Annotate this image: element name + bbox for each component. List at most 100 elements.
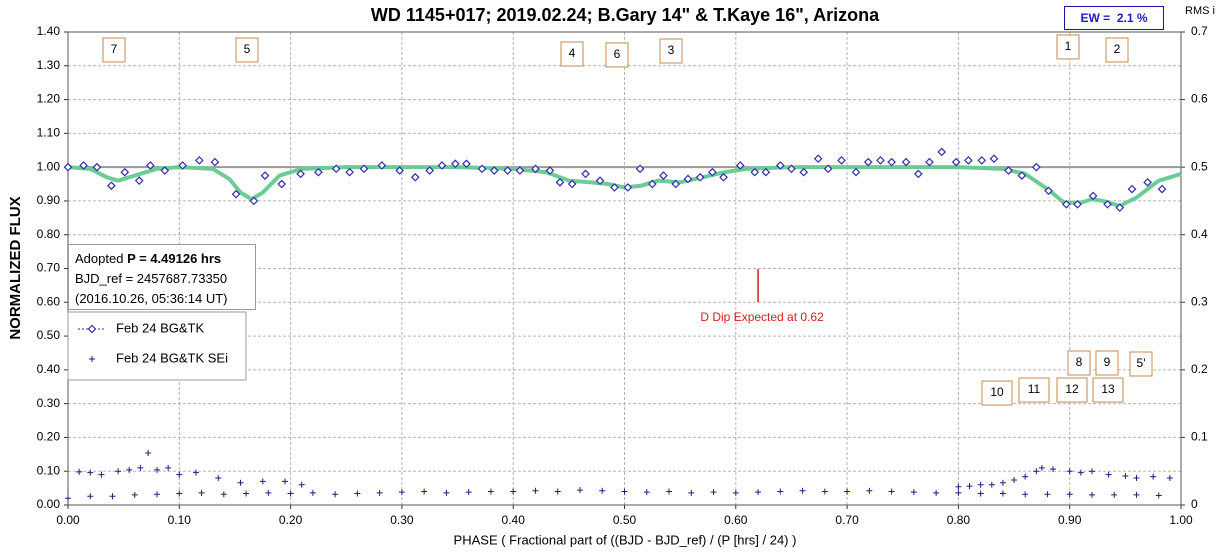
data-point bbox=[79, 161, 88, 170]
y-tick-label: 0.90 bbox=[37, 193, 61, 207]
data-point bbox=[989, 154, 999, 164]
data-point bbox=[1143, 177, 1152, 187]
annotation-box bbox=[1067, 350, 1091, 376]
data-point bbox=[137, 464, 144, 471]
data-point bbox=[210, 157, 220, 167]
data-point bbox=[1022, 491, 1029, 498]
data-point bbox=[92, 162, 102, 172]
data-point bbox=[398, 489, 405, 496]
legend-marker bbox=[89, 356, 95, 362]
data-point bbox=[750, 167, 760, 177]
annotation-box bbox=[235, 37, 259, 63]
x-tick-label: 0.10 bbox=[168, 513, 192, 527]
data-point bbox=[823, 164, 833, 174]
data-point bbox=[1127, 184, 1137, 194]
y2-tick-label: 0.7 bbox=[1191, 24, 1208, 38]
dip-label: D Dip Expected at 0.62 bbox=[700, 310, 824, 324]
data-point bbox=[120, 167, 130, 177]
data-point bbox=[710, 489, 717, 496]
legend: Feb 24 BG&TK Feb 24 BG&TK SEi bbox=[67, 311, 247, 381]
data-point bbox=[231, 189, 241, 199]
data-point bbox=[999, 490, 1006, 497]
y-tick-label: 0.00 bbox=[37, 497, 61, 511]
data-point bbox=[87, 469, 94, 476]
data-point bbox=[510, 488, 517, 495]
data-point bbox=[1033, 468, 1040, 475]
data-point bbox=[178, 161, 187, 170]
chart-title: WD 1145+017; 2019.02.24; B.Gary 14" & T.… bbox=[371, 5, 880, 25]
data-point bbox=[799, 167, 809, 177]
data-point bbox=[966, 483, 973, 490]
data-point bbox=[314, 167, 323, 177]
data-point bbox=[165, 464, 172, 471]
y-tick-label: 1.10 bbox=[37, 126, 61, 140]
data-point bbox=[901, 157, 911, 167]
data-point bbox=[951, 157, 961, 167]
x-tick-label: 0.70 bbox=[835, 513, 859, 527]
legend-label: Feb 24 BG&TK bbox=[116, 320, 204, 335]
data-point bbox=[1133, 474, 1140, 481]
data-point bbox=[610, 183, 619, 192]
legend-frame bbox=[67, 311, 247, 381]
data-point bbox=[1088, 491, 1095, 498]
data-point bbox=[243, 490, 250, 497]
data-point bbox=[1073, 199, 1082, 209]
data-point bbox=[1088, 468, 1095, 475]
data-point bbox=[621, 488, 628, 495]
y-tick-label: 0.70 bbox=[37, 261, 61, 275]
data-point bbox=[688, 489, 695, 496]
data-point bbox=[531, 164, 540, 174]
data-point bbox=[595, 176, 605, 186]
x-tick-label: 0.20 bbox=[279, 513, 303, 527]
data-point bbox=[666, 488, 673, 495]
data-point bbox=[87, 493, 94, 500]
data-point bbox=[309, 489, 316, 496]
annotation-box bbox=[560, 41, 584, 67]
x-tick-label: 0.00 bbox=[56, 513, 80, 527]
data-point bbox=[259, 478, 266, 485]
data-point bbox=[377, 161, 387, 170]
data-point bbox=[1022, 473, 1029, 480]
y2-tick-label: 0.4 bbox=[1191, 227, 1208, 241]
data-point bbox=[443, 489, 450, 496]
x-tick-label: 1.00 bbox=[1169, 513, 1193, 527]
data-point bbox=[532, 487, 539, 494]
info-prefix: Adopted bbox=[75, 251, 124, 266]
y2-tick-label: 0.5 bbox=[1191, 159, 1208, 173]
annotation-box bbox=[102, 37, 126, 63]
annotation-label: 8 bbox=[1076, 355, 1083, 369]
data-point bbox=[421, 488, 428, 495]
data-point bbox=[437, 161, 447, 170]
data-point bbox=[489, 166, 499, 175]
annotation-label: 5 bbox=[244, 42, 251, 56]
data-point bbox=[282, 478, 289, 485]
data-point bbox=[1066, 491, 1073, 498]
data-point bbox=[220, 491, 227, 498]
data-point bbox=[913, 169, 923, 179]
data-point bbox=[146, 161, 155, 170]
data-point bbox=[145, 449, 152, 456]
data-point bbox=[576, 487, 583, 494]
data-point bbox=[376, 489, 383, 496]
data-point bbox=[76, 468, 83, 475]
data-point bbox=[277, 179, 287, 189]
y-axis-label: NORMALIZED FLUX bbox=[7, 196, 24, 339]
data-point bbox=[1155, 492, 1162, 499]
annotation-label: 12 bbox=[1065, 382, 1079, 396]
data-point bbox=[787, 164, 796, 174]
data-point bbox=[1166, 474, 1173, 481]
data-point bbox=[755, 489, 762, 496]
data-point bbox=[487, 488, 494, 495]
y-tick-label: 0.40 bbox=[37, 362, 61, 376]
annotation-label: 7 bbox=[111, 42, 118, 56]
data-point bbox=[131, 491, 138, 498]
data-point bbox=[1044, 491, 1051, 498]
data-point bbox=[777, 488, 784, 495]
x-tick-label: 0.50 bbox=[613, 513, 637, 527]
data-point bbox=[134, 176, 144, 186]
data-point bbox=[1066, 468, 1073, 475]
data-point bbox=[194, 156, 204, 165]
data-point bbox=[1062, 199, 1071, 209]
annotation-box bbox=[1105, 37, 1129, 63]
data-point bbox=[192, 469, 199, 476]
